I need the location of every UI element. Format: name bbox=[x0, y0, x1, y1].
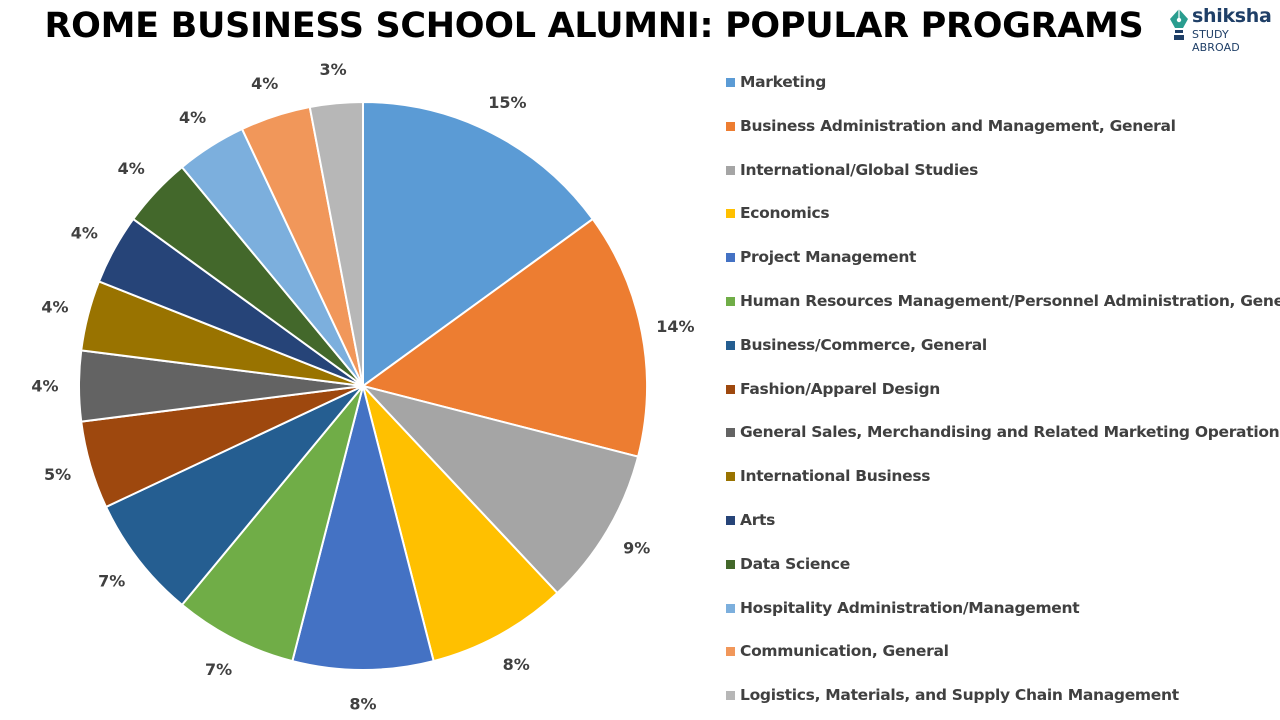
legend-swatch bbox=[726, 516, 735, 525]
pie-slice-project-management bbox=[291, 385, 435, 671]
pie-slice-business-administration-and-management-general bbox=[360, 217, 648, 458]
legend-label: International Business bbox=[740, 467, 931, 486]
legend-swatch bbox=[726, 472, 735, 482]
legend-swatch bbox=[726, 647, 735, 657]
pie-slice-economics bbox=[362, 385, 559, 663]
data-label-hospitality-administration-management: 4% bbox=[179, 108, 206, 127]
pie-chart: 15% 14% 9% 8% 8% 7% 7% 5% 4% 4% 4% 4% 4% 4% 3% bbox=[31, 60, 694, 714]
legend-swatch bbox=[726, 209, 735, 219]
legend-label: Logistics, Materials, and Supply Chain M… bbox=[740, 686, 1179, 705]
shiksha-logo: shiksha STUDY ABROAD bbox=[1168, 5, 1276, 54]
data-label-human-resources-management-personnel-administration-general: 7% bbox=[205, 660, 232, 679]
pie-slice-business-commerce-general bbox=[104, 385, 364, 607]
data-label-logistics-materials-and-supply-chain-management: 3% bbox=[320, 60, 347, 79]
legend-swatch bbox=[726, 428, 735, 438]
legend-swatch bbox=[726, 340, 735, 350]
legend-label: Project Management bbox=[740, 248, 917, 267]
data-label-marketing: 15% bbox=[488, 93, 526, 112]
data-label-international-global-studies: 9% bbox=[623, 538, 650, 557]
legend-swatch bbox=[726, 559, 735, 569]
legend-swatch bbox=[726, 384, 735, 394]
legend-label: International/Global Studies bbox=[740, 160, 979, 179]
pie-slices bbox=[78, 100, 648, 671]
pie-slice-international-global-studies bbox=[359, 384, 640, 595]
data-label-arts: 4% bbox=[71, 223, 98, 242]
legend-label: Data Science bbox=[740, 554, 850, 573]
data-label-international-business: 4% bbox=[41, 297, 68, 316]
pie-data-labels: 15% 14% 9% 8% 8% 7% 7% 5% 4% 4% 4% 4% 4% 4% 3% bbox=[31, 60, 694, 714]
legend-label: Hospitality Administration/Management bbox=[740, 598, 1080, 617]
legend-label: Arts bbox=[740, 511, 776, 529]
legend-label: Communication, General bbox=[740, 642, 949, 661]
legend-swatch bbox=[726, 691, 735, 701]
legend-label: Human Resources Management/Personnel Adm… bbox=[740, 292, 1280, 310]
legend-swatch bbox=[726, 603, 735, 613]
legend-label: Marketing bbox=[740, 73, 827, 91]
data-label-communication-general: 4% bbox=[251, 74, 278, 93]
data-label-data-science: 4% bbox=[118, 159, 145, 178]
legend-swatch bbox=[726, 165, 735, 175]
legend-label: Business Administration and Management, … bbox=[740, 116, 1176, 135]
data-label-business-administration-and-management-general: 14% bbox=[656, 317, 694, 336]
data-label-general-sales-merchandising-and-related-marketing-operations: 4% bbox=[31, 377, 58, 396]
legend-swatch bbox=[726, 78, 735, 87]
data-label-business-commerce-general: 7% bbox=[98, 571, 125, 590]
pie-slice-logistics-materials-and-supply-chain-management bbox=[308, 100, 364, 387]
data-label-economics: 8% bbox=[503, 655, 530, 674]
data-label-project-management: 8% bbox=[349, 695, 376, 714]
legend-label: General Sales, Merchandising and Related… bbox=[740, 423, 1280, 442]
pen-nib-icon bbox=[1170, 9, 1188, 40]
legend-swatch bbox=[726, 121, 735, 131]
pie-slice-human-resources-management-personnel-administration-general bbox=[180, 385, 364, 663]
legend-label: Economics bbox=[740, 204, 830, 223]
legend-swatch bbox=[726, 297, 735, 306]
legend-label: Fashion/Apparel Design bbox=[740, 379, 941, 398]
chart-title: ROME BUSINESS SCHOOL ALUMNI: POPULAR PRO… bbox=[44, 6, 1144, 46]
legend-swatch bbox=[726, 253, 735, 263]
pie-slice-marketing bbox=[362, 100, 595, 388]
logo-tagline: STUDY ABROAD bbox=[1192, 28, 1240, 54]
logo-wordmark: shiksha bbox=[1192, 5, 1272, 27]
data-label-fashion-apparel-design: 5% bbox=[44, 465, 71, 484]
legend-label: Business/Commerce, General bbox=[740, 335, 987, 354]
